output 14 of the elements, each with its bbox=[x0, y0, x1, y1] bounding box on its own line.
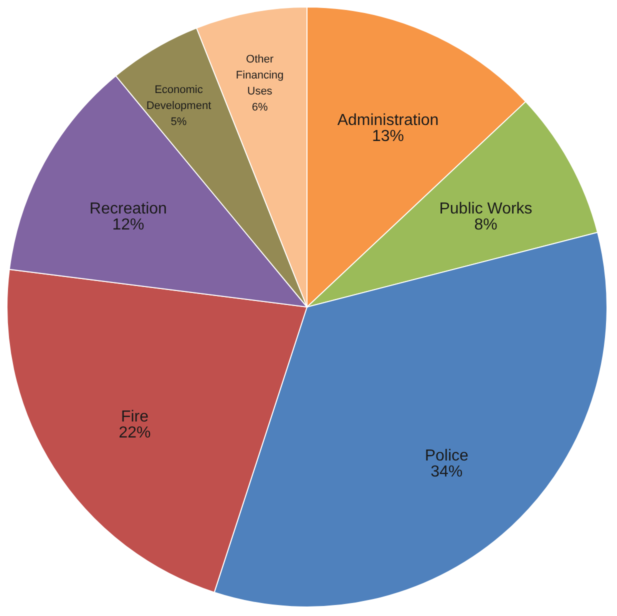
data-label: 22% bbox=[118, 424, 151, 442]
slice-label: Fire bbox=[120, 408, 149, 426]
data-label: 6% bbox=[252, 101, 268, 114]
slice-label: Recreation bbox=[90, 200, 167, 218]
slice-label: Administration bbox=[337, 112, 439, 129]
slice-label: Other Financing Uses bbox=[236, 53, 284, 98]
data-label: 8% bbox=[474, 216, 498, 234]
slice-label: Police bbox=[424, 448, 469, 465]
data-label: 13% bbox=[372, 128, 404, 145]
data-label: 5% bbox=[170, 116, 187, 128]
slice-label: Public Works bbox=[439, 200, 532, 218]
slice-label: Economic Development bbox=[146, 84, 212, 112]
data-label: 12% bbox=[112, 216, 144, 234]
data-label: 34% bbox=[430, 464, 463, 481]
